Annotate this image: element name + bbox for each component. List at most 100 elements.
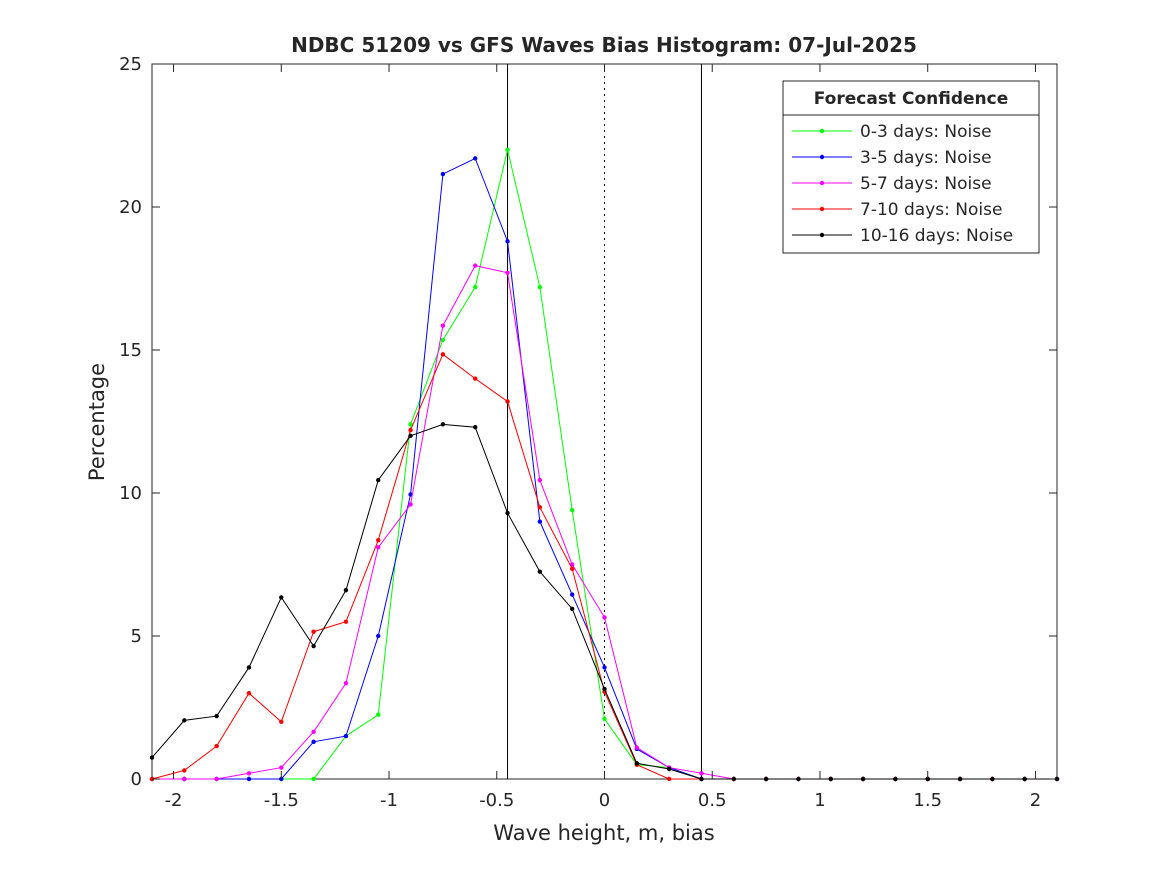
data-point: [473, 284, 478, 290]
data-point: [505, 239, 510, 244]
x-axis: -2 -1.5 -1 -0.5 0 0.5 1 1.5 2: [165, 64, 1041, 811]
legend: Forecast Confidence 0-3 days: Noise 3-5 d…: [782, 80, 1040, 254]
data-point: [246, 665, 252, 670]
data-point: [440, 171, 446, 177]
legend-title: Forecast Confidence: [814, 89, 1009, 109]
data-point: [311, 643, 316, 649]
data-point: [731, 776, 736, 782]
legend-swatch-marker: [819, 128, 825, 134]
data-point: [408, 433, 413, 438]
data-point: [957, 776, 963, 782]
legend-swatch-marker: [819, 232, 825, 238]
legend-entry-4: 10-16 days: Noise: [792, 226, 1013, 246]
data-point: [473, 156, 478, 161]
data-point: [182, 718, 187, 723]
data-point: [343, 680, 349, 686]
data-point: [537, 477, 543, 483]
legend-label: 5-7 days: Noise: [860, 174, 992, 194]
data-point: [569, 566, 575, 571]
series-4: [149, 422, 1060, 782]
data-point: [343, 619, 349, 624]
data-point: [279, 595, 284, 600]
legend-label: 10-16 days: Noise: [860, 226, 1013, 246]
legend-swatch-marker: [819, 154, 825, 160]
data-point: [505, 147, 510, 152]
data-point: [602, 615, 607, 620]
data-point: [214, 713, 219, 719]
data-point: [537, 284, 543, 290]
legend-entry-0: 0-3 days: Noise: [792, 122, 992, 142]
data-point: [408, 502, 413, 507]
data-point: [763, 776, 769, 782]
plot-area: [149, 63, 1060, 782]
data-point: [440, 352, 446, 357]
data-point: [279, 719, 284, 724]
legend-swatch-marker: [819, 206, 825, 212]
chart-title: NDBC 51209 vs GFS Waves Bias Histogram: …: [291, 33, 917, 57]
data-point: [634, 745, 640, 750]
legend-box: [782, 80, 1040, 254]
data-point: [505, 270, 510, 275]
y-tick-label: 0: [131, 769, 142, 790]
y-tick-label: 5: [131, 626, 142, 647]
data-point: [537, 519, 543, 524]
data-point: [828, 776, 833, 782]
data-point: [473, 376, 478, 381]
x-tick-label: -2: [165, 790, 183, 811]
x-tick-label: -1: [380, 790, 398, 811]
data-point: [246, 691, 252, 696]
data-point: [569, 507, 575, 513]
legend-entry-1: 3-5 days: Noise: [792, 148, 992, 168]
x-tick-label: 0: [599, 790, 610, 811]
x-axis-label: Wave height, m, bias: [493, 821, 714, 845]
x-tick-label: 1: [814, 790, 825, 811]
data-point: [537, 569, 543, 574]
data-point: [699, 776, 704, 782]
legend-items: 0-3 days: Noise 3-5 days: Noise 5-7 days: …: [792, 122, 1013, 246]
y-tick-label: 10: [119, 483, 142, 504]
data-point: [408, 422, 413, 427]
data-point: [796, 776, 801, 782]
data-point: [311, 776, 316, 782]
data-point: [569, 606, 575, 612]
data-point: [376, 633, 381, 639]
data-point: [311, 629, 316, 634]
x-tick-label: 2: [1030, 790, 1041, 811]
series-line-3: [151, 353, 1057, 780]
data-point: [569, 592, 575, 597]
legend-label: 7-10 days: Noise: [860, 200, 1002, 220]
data-point: [214, 743, 219, 749]
data-point: [279, 765, 284, 770]
data-point: [376, 477, 381, 483]
legend-label: 0-3 days: Noise: [860, 122, 992, 142]
x-tick-label: 1.5: [913, 790, 942, 811]
x-tick-label: -0.5: [479, 790, 514, 811]
data-point: [182, 768, 187, 773]
data-point: [860, 776, 866, 782]
data-point: [666, 776, 672, 782]
y-tick-label: 15: [119, 340, 142, 361]
data-point: [1022, 776, 1027, 782]
x-tick-label: 0.5: [698, 790, 727, 811]
data-point: [246, 776, 252, 782]
data-point: [376, 712, 381, 717]
data-point: [473, 263, 478, 268]
data-point: [440, 323, 446, 328]
data-point: [246, 771, 252, 776]
data-point: [537, 505, 543, 510]
data-point: [376, 545, 381, 550]
data-point: [214, 776, 219, 782]
legend-label: 3-5 days: Noise: [860, 148, 992, 168]
data-point: [343, 733, 349, 739]
data-point: [893, 776, 898, 782]
y-axis-label: Percentage: [85, 363, 109, 481]
data-point: [408, 492, 413, 497]
data-point: [990, 776, 995, 782]
y-tick-label: 25: [119, 54, 142, 75]
data-point: [440, 337, 446, 343]
data-point: [149, 755, 155, 760]
data-point: [440, 422, 446, 427]
x-tick-label: -1.5: [264, 790, 299, 811]
legend-entry-2: 5-7 days: Noise: [792, 174, 992, 194]
